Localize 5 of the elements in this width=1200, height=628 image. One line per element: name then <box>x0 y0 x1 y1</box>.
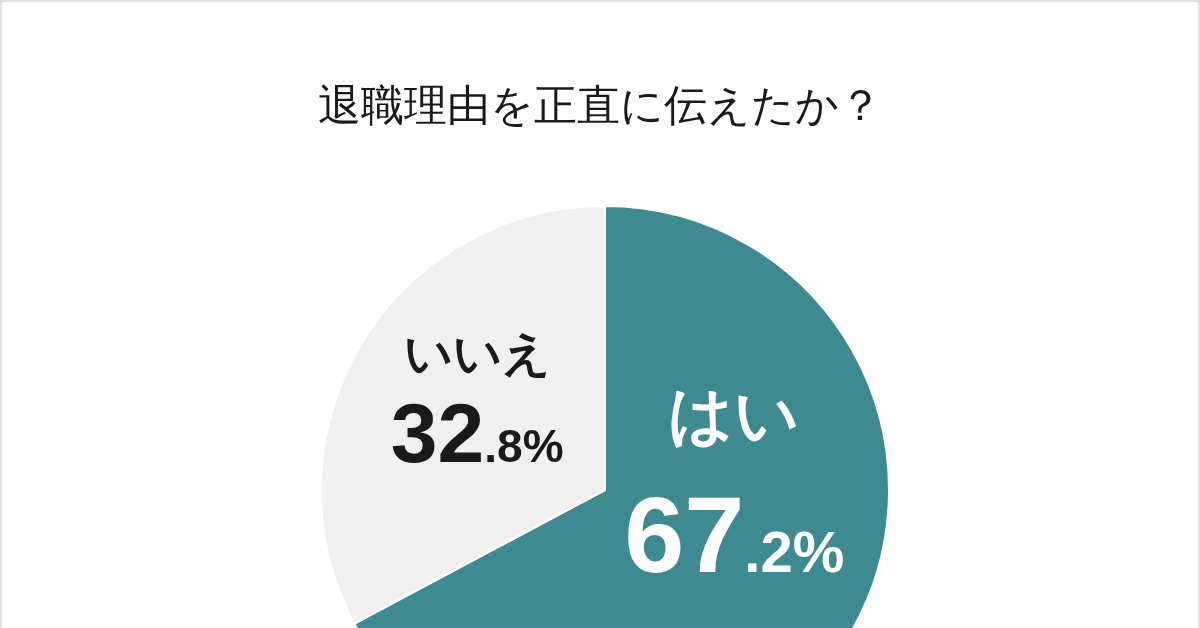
slice-label: はい <box>668 378 801 451</box>
data-label: 32.8% <box>390 385 564 480</box>
chart-title: 退職理由を正直に伝えたか？ <box>317 80 883 131</box>
data-label: 67.2% <box>624 474 845 596</box>
slice-label: いいえ <box>403 326 551 380</box>
